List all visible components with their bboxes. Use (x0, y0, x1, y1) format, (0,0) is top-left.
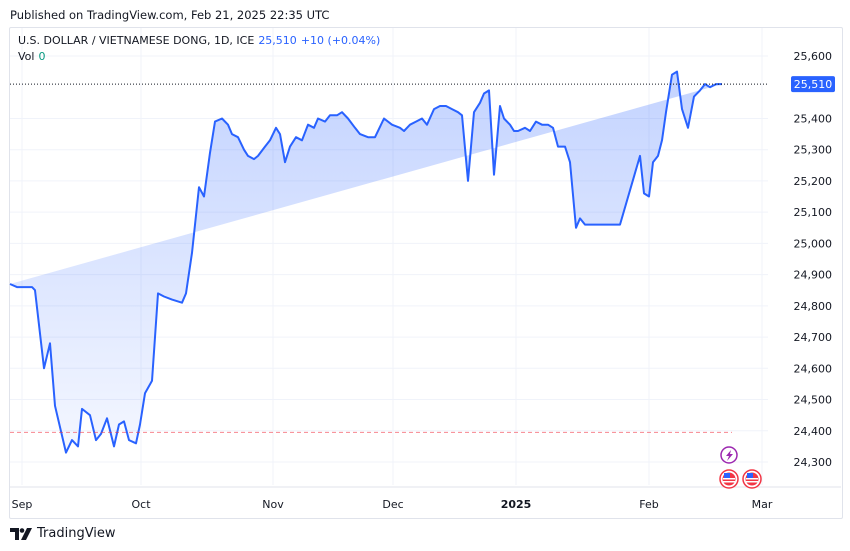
y-axis-label: 24,300 (794, 456, 833, 469)
y-axis-label: 25,300 (794, 144, 833, 157)
y-axis-label: 24,900 (794, 269, 833, 282)
price-tag-label: 25,510 (794, 78, 833, 91)
y-axis-label: 25,200 (794, 175, 833, 188)
x-axis-label: 2025 (501, 498, 532, 511)
volume-value: 0 (38, 50, 46, 63)
y-axis-label: 24,400 (794, 425, 833, 438)
price-change: +10 (+0.04%) (300, 34, 381, 47)
x-axis-label: Mar (752, 498, 773, 511)
price-tag (791, 76, 835, 93)
y-axis-label: 24,600 (794, 362, 833, 375)
x-axis-label: Nov (262, 498, 284, 511)
y-axis-label: 24,800 (794, 300, 833, 313)
tradingview-brand: TradingView (37, 526, 116, 541)
symbol-title: U.S. DOLLAR / VIETNAMESE DONG, 1D, ICE (18, 34, 255, 47)
price-line[interactable] (9, 70, 722, 454)
y-axis-label: 25,600 (794, 50, 833, 63)
area-fill (10, 71, 722, 453)
x-axis-label: Sep (12, 498, 33, 511)
x-axis-label: Dec (382, 498, 403, 511)
tradingview-logo-icon (10, 527, 32, 540)
y-axis-label: 25,400 (794, 112, 833, 125)
y-axis-label: 24,700 (794, 331, 833, 344)
tradingview-logo[interactable]: TradingView (10, 526, 116, 541)
y-axis-label: 25,000 (794, 237, 833, 250)
us-flag-event-icon[interactable] (719, 469, 739, 489)
y-axis-label: 25,100 (794, 206, 833, 219)
lightning-event-icon[interactable] (720, 446, 738, 464)
published-caption: Published on TradingView.com, Feb 21, 20… (10, 8, 330, 22)
last-price: 25,510 (258, 34, 297, 47)
chart-legend: U.S. DOLLAR / VIETNAMESE DONG, 1D, ICE 25… (18, 33, 380, 65)
y-axis-label: 24,500 (794, 394, 833, 407)
us-flag-event-icon[interactable] (742, 469, 762, 489)
x-axis-label: Oct (131, 498, 151, 511)
volume-label: Vol (18, 50, 35, 63)
x-axis-label: Feb (639, 498, 658, 511)
chart-frame (9, 27, 843, 519)
